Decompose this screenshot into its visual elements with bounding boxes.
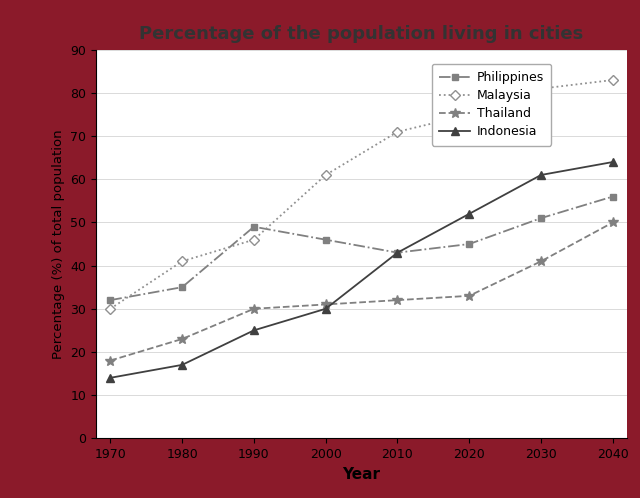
Thailand [609, 220, 617, 226]
X-axis label: Year: Year [342, 467, 381, 482]
Malaysia [250, 237, 258, 243]
Thailand [322, 301, 330, 307]
Philippines [106, 297, 114, 303]
Thailand [106, 358, 114, 364]
Indonesia [250, 327, 258, 333]
Thailand [465, 293, 473, 299]
Malaysia [537, 86, 545, 92]
Malaysia [394, 129, 401, 135]
Malaysia [106, 306, 114, 312]
Philippines [609, 194, 617, 200]
Indonesia [106, 375, 114, 381]
Malaysia [609, 77, 617, 83]
Malaysia [179, 258, 186, 264]
Title: Percentage of the population living in cities: Percentage of the population living in c… [140, 25, 584, 43]
Malaysia [322, 172, 330, 178]
Line: Malaysia: Malaysia [107, 77, 616, 312]
Indonesia [537, 172, 545, 178]
Indonesia [465, 211, 473, 217]
Line: Thailand: Thailand [106, 218, 618, 366]
Thailand [537, 258, 545, 264]
Malaysia [465, 112, 473, 118]
Line: Philippines: Philippines [107, 193, 616, 304]
Philippines [465, 241, 473, 247]
Thailand [250, 306, 258, 312]
Philippines [322, 237, 330, 243]
Philippines [179, 284, 186, 290]
Indonesia [394, 249, 401, 255]
Thailand [179, 336, 186, 342]
Philippines [394, 249, 401, 255]
Legend: Philippines, Malaysia, Thailand, Indonesia: Philippines, Malaysia, Thailand, Indones… [431, 64, 551, 146]
Indonesia [609, 159, 617, 165]
Thailand [394, 297, 401, 303]
Line: Indonesia: Indonesia [106, 158, 617, 382]
Y-axis label: Percentage (%) of total population: Percentage (%) of total population [52, 129, 65, 359]
Indonesia [322, 306, 330, 312]
Philippines [250, 224, 258, 230]
Philippines [537, 215, 545, 221]
Indonesia [179, 362, 186, 368]
